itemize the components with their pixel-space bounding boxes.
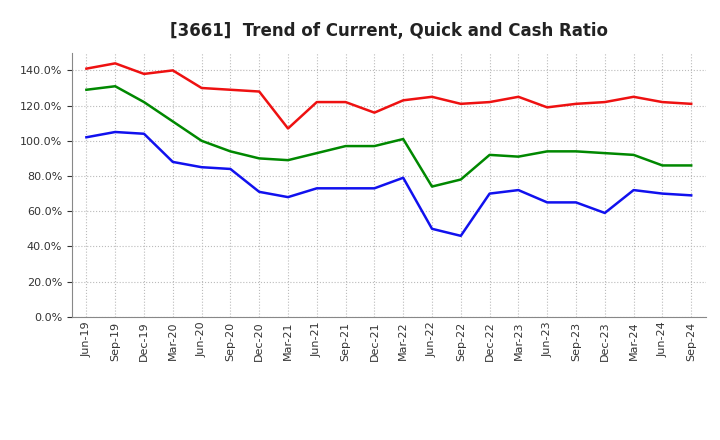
Cash Ratio [197, 165, 206, 170]
Cash Ratio [226, 166, 235, 172]
Current Ratio [485, 99, 494, 105]
Current Ratio [687, 101, 696, 106]
Quick Ratio [428, 184, 436, 189]
Quick Ratio [543, 149, 552, 154]
Current Ratio [312, 99, 321, 105]
Quick Ratio [82, 87, 91, 92]
Cash Ratio [111, 129, 120, 135]
Quick Ratio [600, 150, 609, 156]
Line: Cash Ratio: Cash Ratio [86, 132, 691, 236]
Cash Ratio [658, 191, 667, 196]
Quick Ratio [226, 149, 235, 154]
Quick Ratio [341, 143, 350, 149]
Cash Ratio [687, 193, 696, 198]
Quick Ratio [111, 84, 120, 89]
Current Ratio [111, 61, 120, 66]
Quick Ratio [168, 119, 177, 124]
Current Ratio [399, 98, 408, 103]
Cash Ratio [428, 226, 436, 231]
Current Ratio [197, 85, 206, 91]
Current Ratio [658, 99, 667, 105]
Text: [3661]  Trend of Current, Quick and Cash Ratio: [3661] Trend of Current, Quick and Cash … [170, 22, 608, 40]
Cash Ratio [370, 186, 379, 191]
Current Ratio [428, 94, 436, 99]
Cash Ratio [399, 175, 408, 180]
Quick Ratio [485, 152, 494, 158]
Current Ratio [543, 105, 552, 110]
Current Ratio [168, 68, 177, 73]
Current Ratio [514, 94, 523, 99]
Line: Quick Ratio: Quick Ratio [86, 86, 691, 187]
Quick Ratio [312, 150, 321, 156]
Cash Ratio [168, 159, 177, 165]
Current Ratio [370, 110, 379, 115]
Cash Ratio [543, 200, 552, 205]
Cash Ratio [629, 187, 638, 193]
Cash Ratio [514, 187, 523, 193]
Quick Ratio [197, 138, 206, 143]
Cash Ratio [82, 135, 91, 140]
Quick Ratio [255, 156, 264, 161]
Current Ratio [456, 101, 465, 106]
Cash Ratio [140, 131, 148, 136]
Current Ratio [226, 87, 235, 92]
Current Ratio [140, 71, 148, 77]
Cash Ratio [485, 191, 494, 196]
Quick Ratio [687, 163, 696, 168]
Cash Ratio [341, 186, 350, 191]
Cash Ratio [255, 189, 264, 194]
Cash Ratio [284, 194, 292, 200]
Quick Ratio [399, 136, 408, 142]
Line: Current Ratio: Current Ratio [86, 63, 691, 128]
Current Ratio [284, 126, 292, 131]
Quick Ratio [658, 163, 667, 168]
Current Ratio [341, 99, 350, 105]
Quick Ratio [514, 154, 523, 159]
Current Ratio [629, 94, 638, 99]
Cash Ratio [456, 233, 465, 238]
Cash Ratio [600, 210, 609, 216]
Current Ratio [255, 89, 264, 94]
Current Ratio [82, 66, 91, 71]
Current Ratio [572, 101, 580, 106]
Quick Ratio [456, 177, 465, 182]
Quick Ratio [572, 149, 580, 154]
Quick Ratio [284, 158, 292, 163]
Quick Ratio [140, 99, 148, 105]
Quick Ratio [629, 152, 638, 158]
Cash Ratio [312, 186, 321, 191]
Current Ratio [600, 99, 609, 105]
Quick Ratio [370, 143, 379, 149]
Cash Ratio [572, 200, 580, 205]
